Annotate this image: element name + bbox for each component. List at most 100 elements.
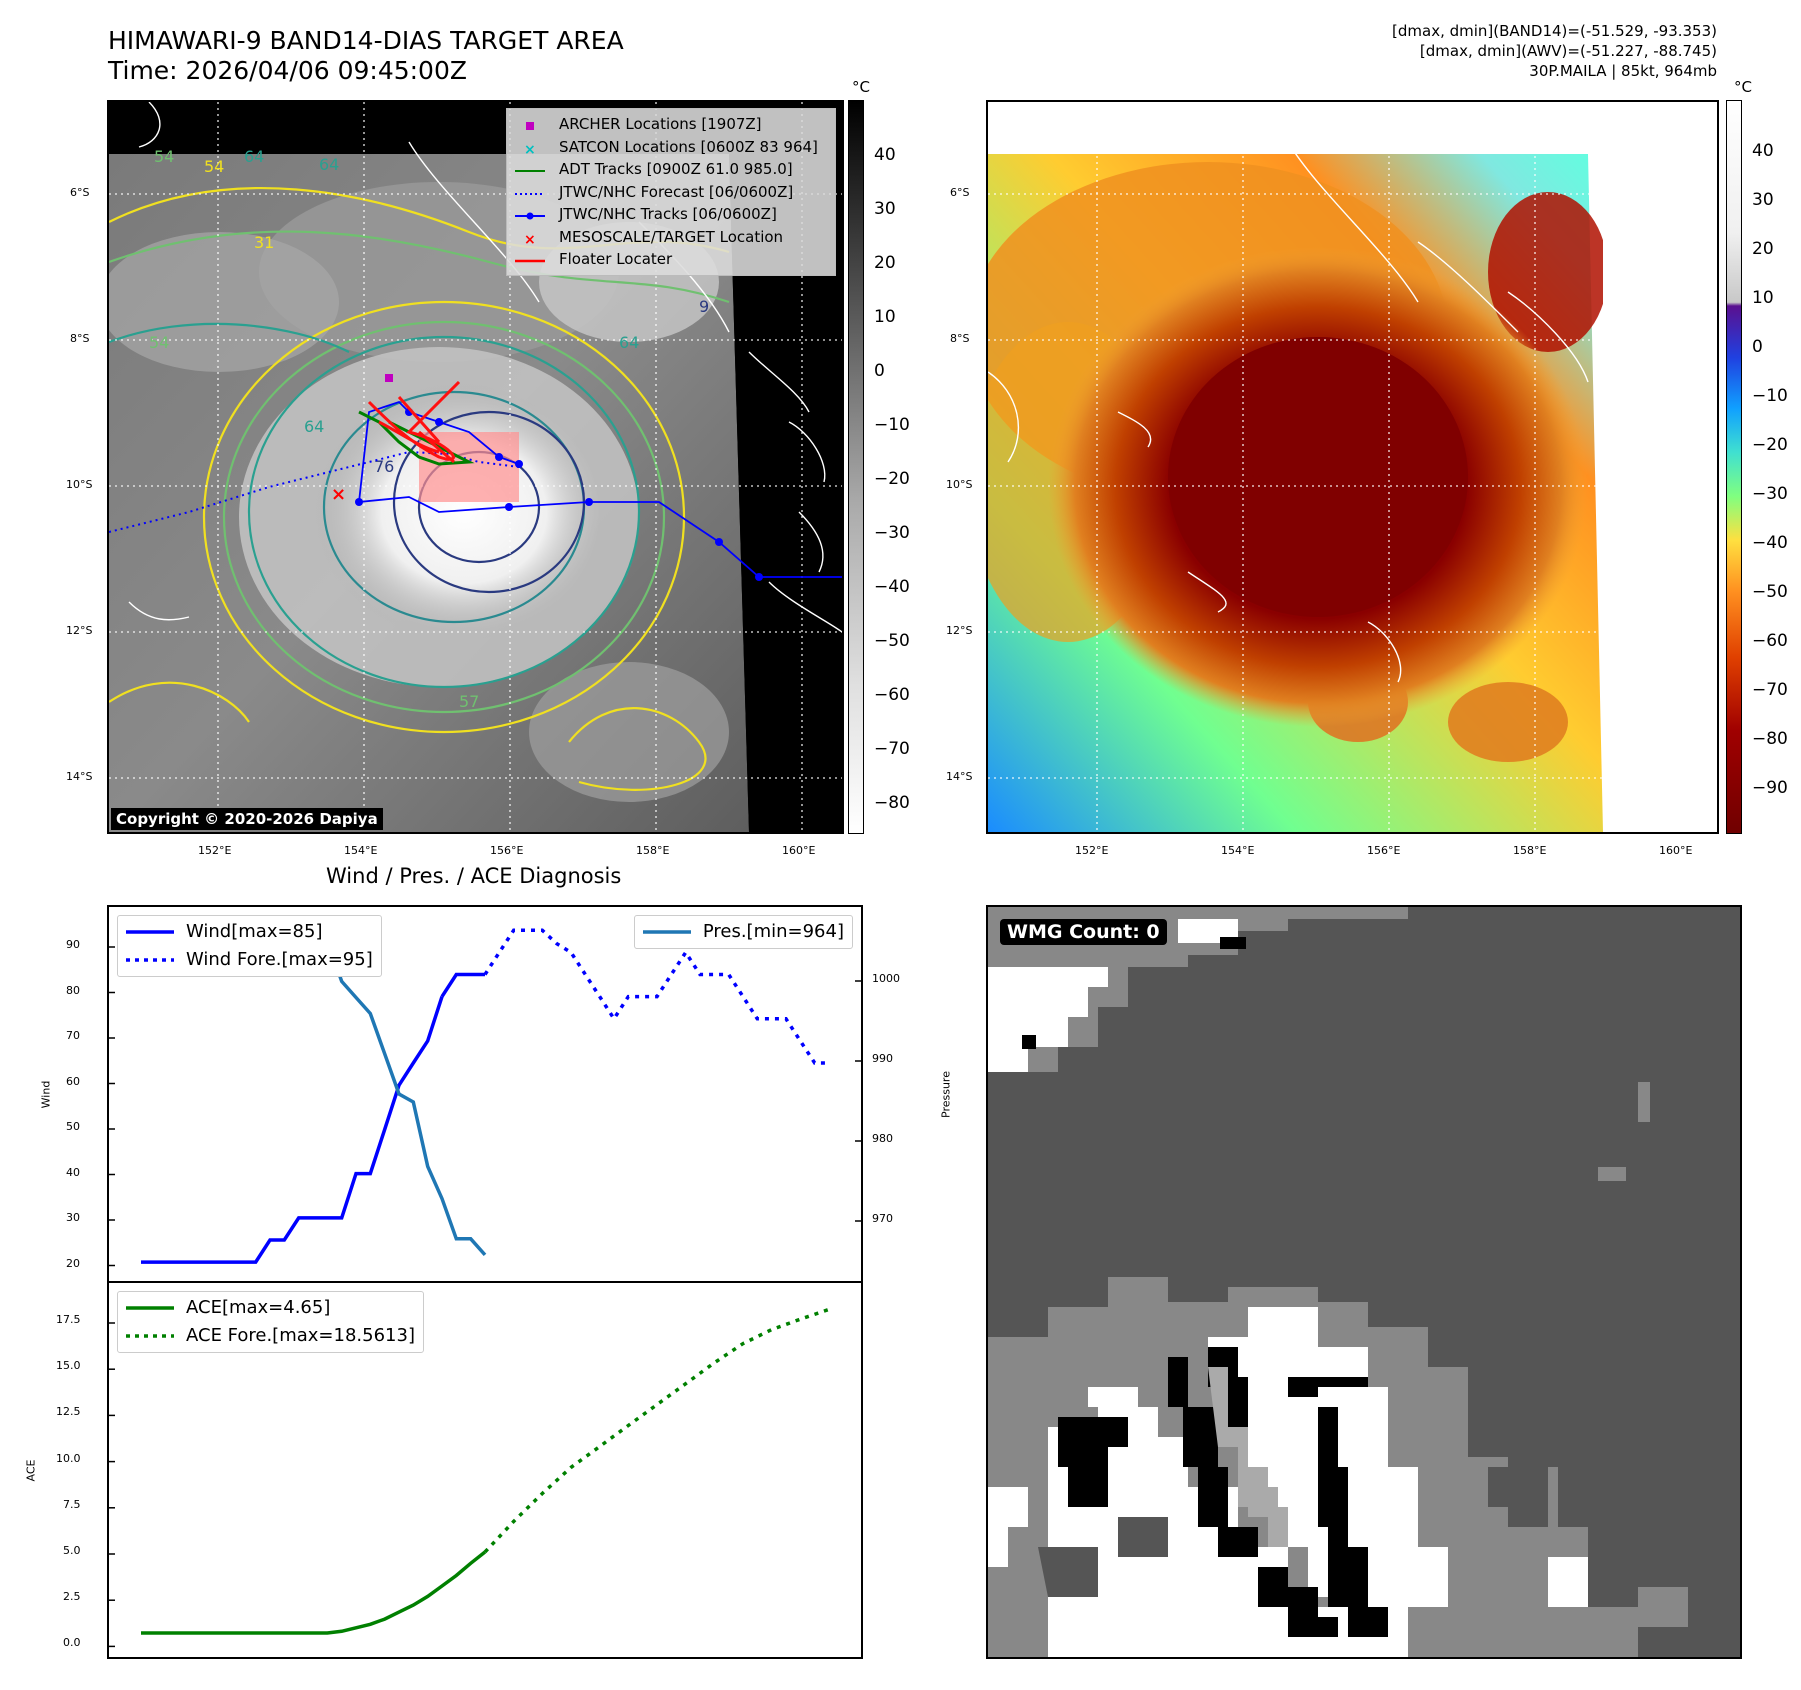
lon-label: 158°E: [636, 844, 670, 857]
colorbar-tick: 20: [874, 253, 896, 273]
colorbar-tick: 30: [1752, 190, 1774, 210]
wind-pressure-panel: Wind[max=85] Wind Fore.[max=95] Pres.[mi…: [107, 905, 863, 1283]
lat-label: 8°S: [70, 332, 90, 345]
lat-label: 6°S: [950, 186, 970, 199]
legend-item: JTWC/NHC Tracks [06/0600Z]: [515, 203, 827, 226]
ace-tick: 5.0: [63, 1544, 81, 1557]
colorbar-tick: −50: [1752, 582, 1788, 602]
colorbar-tick: −60: [874, 685, 910, 705]
ace-tick: 17.5: [56, 1313, 81, 1326]
jtwc-track: [357, 400, 842, 578]
contour-label: 64: [244, 147, 264, 166]
svg-text:×: ×: [524, 142, 536, 156]
lon-label: 160°E: [782, 844, 816, 857]
pressure-tick: 980: [872, 1132, 893, 1145]
colorbar-tick: −90: [1752, 778, 1788, 798]
lon-label: 156°E: [1367, 844, 1401, 857]
svg-text:×: ×: [524, 232, 536, 246]
lon-label: 156°E: [490, 844, 524, 857]
colorbar-tick: 40: [1752, 141, 1774, 161]
colorbar-tick: −60: [1752, 631, 1788, 651]
legend-item: Wind[max=85]: [126, 921, 323, 942]
legend-item: JTWC/NHC Forecast [06/0600Z]: [515, 182, 794, 201]
colorbar-tick: 20: [1752, 239, 1774, 259]
colorbar-tick: −10: [1752, 386, 1788, 406]
wind-tick: 70: [66, 1029, 80, 1042]
contour-label: 54: [204, 157, 224, 176]
ace-tick: 12.5: [56, 1405, 81, 1418]
legend-item: ARCHER Locations [1907Z]: [515, 113, 827, 136]
colorbar-tick: −70: [1752, 680, 1788, 700]
archer-location: [385, 374, 393, 382]
lat-label: 14°S: [66, 770, 93, 783]
floater-track: [367, 380, 461, 464]
wmg-panel: WMG Count: 0: [986, 905, 1742, 1659]
wind-series-line-0: [141, 996, 444, 1264]
ace-series-line-1: [483, 1307, 830, 1554]
colorbar-tick: 10: [1752, 288, 1774, 308]
jtwc-forecast-track: [109, 450, 520, 533]
ace-tick: 10.0: [56, 1452, 81, 1465]
contour-label: 76: [374, 457, 394, 476]
storm-info: 30P.MAILA | 85kt, 964mb: [1529, 62, 1717, 80]
legend-item: ACE Fore.[max=18.5613]: [126, 1325, 415, 1346]
legend-item: ACE[max=4.65]: [126, 1297, 331, 1318]
ace-legend: ACE[max=4.65] ACE Fore.[max=18.5613]: [117, 1291, 424, 1353]
pressure-tick: 1000: [872, 972, 900, 985]
lat-label: 12°S: [946, 624, 973, 637]
legend-item: × MESOSCALE/TARGET Location: [524, 227, 784, 248]
lon-label: 154°E: [1221, 844, 1255, 857]
colorbar-tick: −30: [874, 523, 910, 543]
colorbar-tick: 0: [874, 361, 885, 381]
legend-item: × SATCON Locations [0600Z 83 964]: [524, 137, 818, 158]
colorbar-unit: °C: [852, 78, 870, 96]
contour-label: 57: [459, 692, 479, 711]
colorbar-tick: 0: [1752, 337, 1763, 357]
colorbar-tick: −50: [874, 631, 910, 651]
awv-colorbar: [1726, 100, 1742, 834]
ace-series-line-0: [141, 1550, 487, 1635]
wind-tick: 80: [66, 984, 80, 997]
lon-label: 160°E: [1659, 844, 1693, 857]
wind-series-line-2: [483, 928, 829, 1065]
awv-map: [986, 100, 1719, 834]
colorbar-unit: °C: [1734, 78, 1752, 96]
legend-item: Wind Fore.[max=95]: [126, 949, 373, 970]
ace-tick: 2.5: [63, 1590, 81, 1603]
band14-range: [dmax, dmin](BAND14)=(-51.529, -93.353): [1392, 22, 1717, 40]
ace-panel: ACE[max=4.65] ACE Fore.[max=18.5613]: [107, 1281, 863, 1659]
figure-time: Time: 2026/04/06 09:45:00Z: [108, 56, 467, 85]
lon-label: 154°E: [344, 844, 378, 857]
legend-item: ADT Tracks [0900Z 61.0 985.0]: [515, 160, 793, 178]
map-legend: ARCHER Locations [1907Z] × SATCON Locati…: [506, 108, 836, 276]
ace-axis-label: ACE: [24, 1459, 38, 1482]
colorbar-tick: −80: [874, 793, 910, 813]
band14-colorbar: [848, 100, 864, 834]
colorbar-tick: −40: [874, 577, 910, 597]
ace-tick: 0.0: [63, 1636, 81, 1649]
lat-label: 10°S: [66, 478, 93, 491]
lon-label: 152°E: [198, 844, 232, 857]
band14-map-canvas: 54 64 31 64 54 64 9 64 76 57 54 ×: [109, 102, 842, 832]
legend-item: Pres.[min=964]: [642, 921, 844, 942]
colorbar-tick: −30: [1752, 484, 1788, 504]
pressure-tick: 990: [872, 1052, 893, 1065]
contour-label: 64: [619, 333, 639, 352]
colorbar-tick: −80: [1752, 729, 1788, 749]
ace-plot: [109, 1307, 830, 1648]
pressure-tick: 970: [872, 1212, 893, 1225]
copyright-badge: Copyright © 2020-2026 Dapiya: [111, 808, 383, 830]
wind-axis-label: Wind: [39, 1080, 53, 1109]
wmg-grid: [988, 907, 1688, 1657]
lat-label: 6°S: [70, 186, 90, 199]
wmg-count-badge: WMG Count: 0: [1000, 919, 1167, 945]
ace-tick: 15.0: [56, 1359, 81, 1372]
lat-label: 14°S: [946, 770, 973, 783]
colorbar-tick: 40: [874, 145, 896, 165]
colorbar-tick: −70: [874, 739, 910, 759]
svg-text:×: ×: [331, 484, 346, 505]
contour-label: 54: [154, 147, 174, 166]
contour-label: 31: [254, 233, 274, 252]
band14-map: 54 64 31 64 54 64 9 64 76 57 54 ×: [107, 100, 844, 834]
contour-label: 64: [304, 417, 324, 436]
